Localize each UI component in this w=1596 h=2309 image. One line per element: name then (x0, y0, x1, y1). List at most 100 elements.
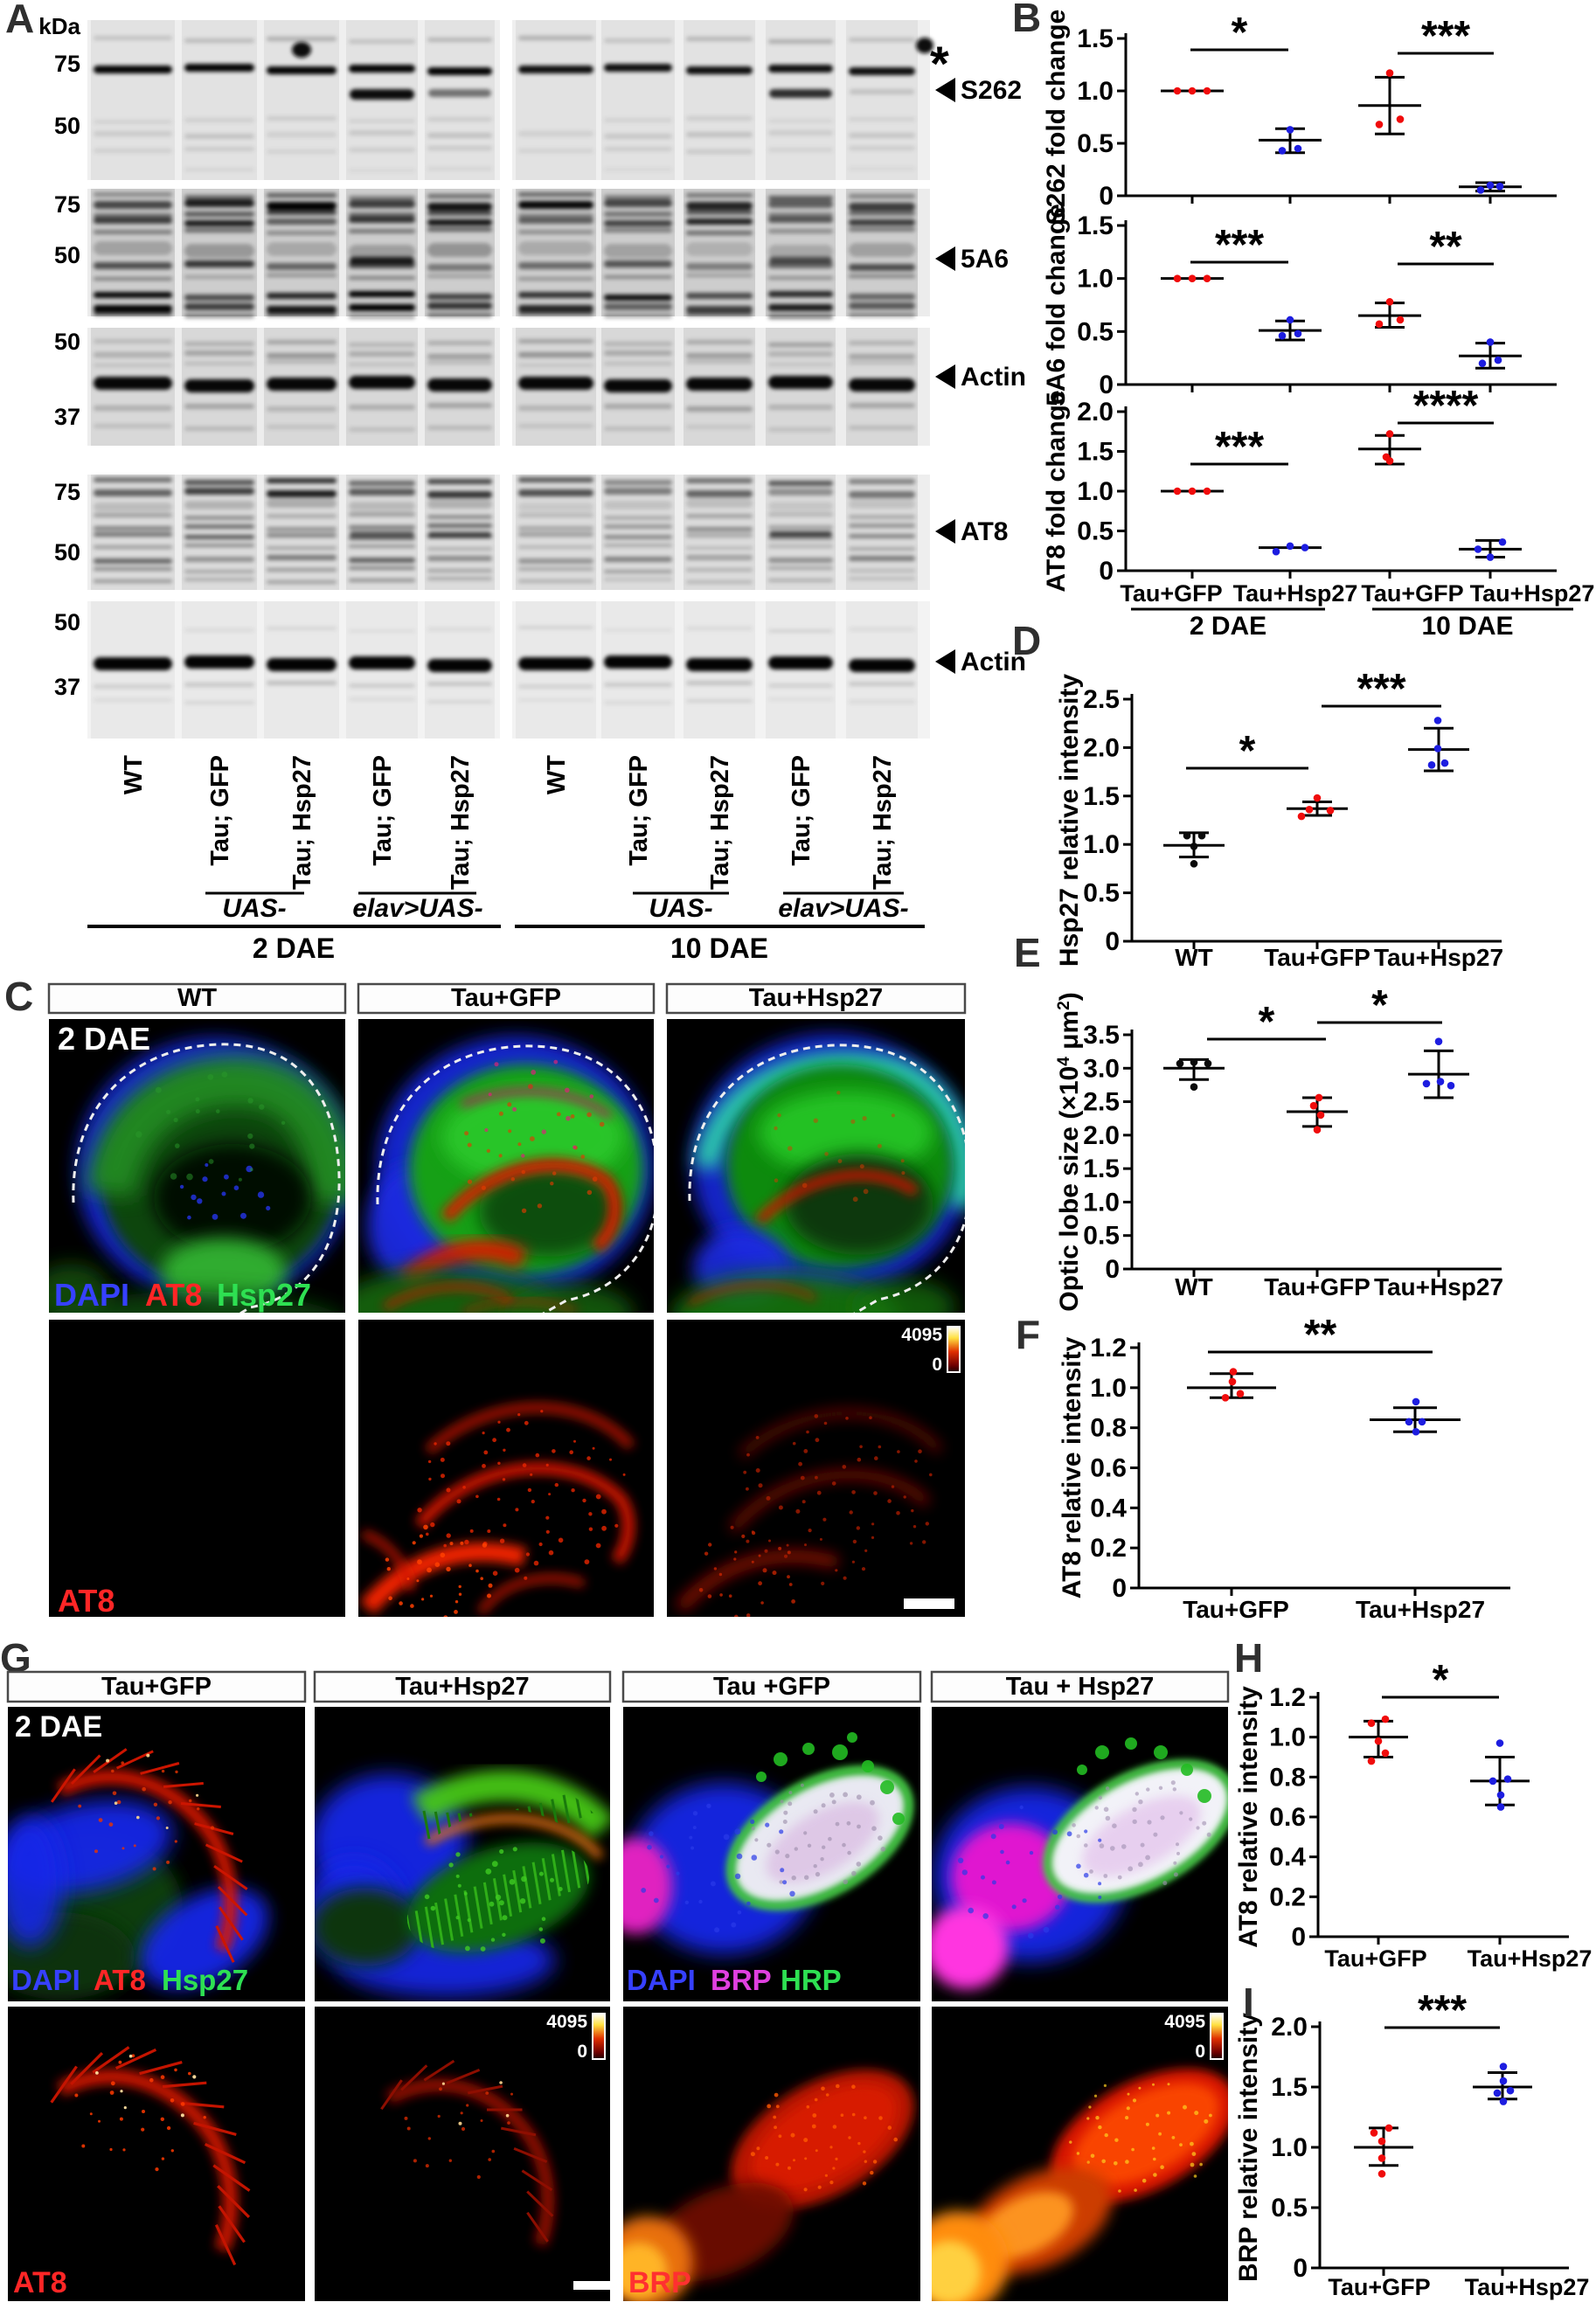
svg-text:2.0: 2.0 (1077, 398, 1114, 426)
svg-text:1.0: 1.0 (1077, 477, 1114, 506)
svg-text:2.5: 2.5 (1083, 685, 1120, 714)
svg-text:BRP relative intensity: BRP relative intensity (1234, 2013, 1263, 2282)
svg-text:H: H (1234, 1635, 1263, 1681)
svg-text:Tau; Hsp27: Tau; Hsp27 (288, 755, 316, 890)
svg-text:1.0: 1.0 (1271, 2133, 1308, 2162)
svg-text:***: *** (1215, 424, 1264, 470)
svg-text:UAS-: UAS- (222, 894, 286, 923)
svg-text:Tau+Hsp27: Tau+Hsp27 (1470, 580, 1595, 607)
svg-text:1.0: 1.0 (1077, 77, 1114, 106)
svg-text:Tau; GFP: Tau; GFP (625, 755, 653, 866)
svg-text:50: 50 (54, 609, 80, 635)
svg-text:10 DAE: 10 DAE (1421, 612, 1513, 641)
svg-text:5A6: 5A6 (961, 245, 1009, 274)
svg-text:37: 37 (54, 674, 80, 700)
svg-text:4095: 4095 (546, 2012, 587, 2032)
svg-text:50: 50 (54, 242, 80, 268)
svg-text:2.0: 2.0 (1083, 1121, 1120, 1150)
svg-text:Tau+GFP: Tau+GFP (1120, 580, 1222, 607)
svg-text:B: B (1012, 0, 1041, 40)
svg-text:D: D (1012, 618, 1041, 663)
svg-text:A: A (5, 0, 34, 41)
svg-text:Tau; Hsp27: Tau; Hsp27 (706, 755, 734, 890)
svg-text:kDa: kDa (38, 13, 80, 39)
svg-text:Hsp27: Hsp27 (162, 1964, 248, 1996)
svg-text:1.5: 1.5 (1077, 24, 1114, 53)
svg-text:WT: WT (177, 984, 217, 1012)
svg-text:0: 0 (1291, 1923, 1306, 1952)
svg-text:Actin: Actin (961, 363, 1026, 392)
svg-text:2 DAE: 2 DAE (58, 1021, 150, 1057)
svg-text:1.5: 1.5 (1077, 438, 1114, 467)
svg-text:1.0: 1.0 (1269, 1723, 1306, 1752)
svg-text:0.5: 0.5 (1077, 129, 1114, 158)
svg-text:S262 fold change: S262 fold change (1042, 10, 1071, 225)
svg-text:E: E (1014, 930, 1041, 975)
svg-text:Optic lobe size (×104 μm2): Optic lobe size (×104 μm2) (1055, 992, 1085, 1311)
svg-text:0.5: 0.5 (1083, 1222, 1120, 1251)
svg-text:Tau+Hsp27: Tau+Hsp27 (1356, 1596, 1485, 1623)
svg-text:50: 50 (54, 329, 80, 355)
svg-text:Tau +GFP: Tau +GFP (713, 1673, 830, 1701)
svg-text:Tau+Hsp27: Tau+Hsp27 (1374, 1273, 1503, 1300)
svg-text:0: 0 (1099, 557, 1114, 586)
svg-text:S262: S262 (961, 76, 1022, 105)
svg-text:0: 0 (1099, 182, 1114, 211)
svg-text:1.0: 1.0 (1090, 1374, 1127, 1403)
svg-text:37: 37 (54, 404, 80, 430)
svg-text:WT: WT (543, 755, 571, 794)
svg-text:2.0: 2.0 (1083, 733, 1120, 762)
svg-text:0.6: 0.6 (1269, 1803, 1306, 1832)
svg-text:1.2: 1.2 (1269, 1683, 1306, 1712)
svg-text:0.2: 0.2 (1269, 1883, 1306, 1911)
svg-text:***: *** (1357, 666, 1405, 712)
svg-text:0.5: 0.5 (1083, 879, 1120, 908)
svg-text:WT: WT (1175, 1273, 1213, 1300)
svg-text:AT8 fold change: AT8 fold change (1042, 390, 1071, 592)
svg-text:WT: WT (1175, 944, 1213, 971)
svg-text:DAPI: DAPI (627, 1964, 696, 1996)
svg-text:50: 50 (54, 113, 80, 139)
svg-text:Tau+GFP: Tau+GFP (1264, 1273, 1370, 1300)
svg-text:10 DAE: 10 DAE (670, 933, 768, 964)
svg-text:1.5: 1.5 (1077, 211, 1114, 240)
svg-text:Tau+GFP: Tau+GFP (1183, 1596, 1289, 1623)
svg-text:Tau; Hsp27: Tau; Hsp27 (447, 755, 475, 890)
svg-text:elav>UAS-: elav>UAS- (352, 894, 482, 923)
svg-text:*: * (1232, 10, 1248, 56)
svg-text:Tau; Hsp27: Tau; Hsp27 (869, 755, 897, 890)
svg-text:4095: 4095 (901, 1325, 942, 1345)
svg-text:75: 75 (54, 51, 80, 77)
svg-text:Tau + Hsp27: Tau + Hsp27 (1006, 1673, 1155, 1701)
svg-text:Tau+GFP: Tau+GFP (1361, 580, 1463, 607)
svg-text:DAPI: DAPI (54, 1277, 129, 1313)
svg-text:0.5: 0.5 (1077, 517, 1114, 546)
svg-text:*: * (1259, 999, 1275, 1045)
svg-text:0.8: 0.8 (1090, 1414, 1127, 1443)
svg-text:I: I (1243, 1980, 1254, 2025)
svg-text:1.5: 1.5 (1083, 1154, 1120, 1183)
svg-text:75: 75 (54, 479, 80, 505)
svg-text:***: *** (1215, 222, 1264, 268)
svg-text:*: * (930, 36, 949, 91)
svg-text:0.5: 0.5 (1271, 2194, 1308, 2222)
svg-text:0.5: 0.5 (1077, 317, 1114, 346)
svg-text:4095: 4095 (1164, 2012, 1205, 2032)
svg-text:0.4: 0.4 (1090, 1494, 1127, 1522)
svg-text:DAPI: DAPI (11, 1964, 80, 1996)
svg-text:0: 0 (1112, 1574, 1127, 1603)
svg-text:0: 0 (1293, 2254, 1308, 2283)
svg-text:0: 0 (1105, 1255, 1120, 1284)
svg-text:1.5: 1.5 (1271, 2073, 1308, 2102)
svg-text:HRP: HRP (781, 1964, 842, 1996)
svg-text:0: 0 (577, 2042, 587, 2062)
svg-text:Tau+Hsp27: Tau+Hsp27 (1233, 580, 1358, 607)
svg-text:2 DAE: 2 DAE (253, 933, 335, 964)
svg-text:0: 0 (932, 1355, 942, 1375)
svg-text:Tau+Hsp27: Tau+Hsp27 (749, 984, 883, 1012)
svg-text:5A6 fold change: 5A6 fold change (1042, 204, 1071, 406)
svg-text:AT8: AT8 (145, 1277, 202, 1313)
svg-text:F: F (1016, 1312, 1040, 1357)
svg-text:AT8: AT8 (58, 1583, 114, 1619)
svg-text:BRP: BRP (628, 2266, 691, 2299)
